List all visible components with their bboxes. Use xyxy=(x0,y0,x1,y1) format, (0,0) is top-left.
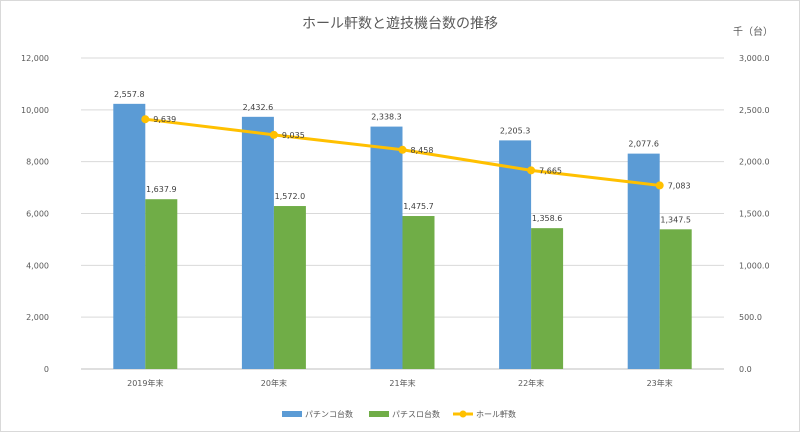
pachinko-data-label: 2,432.6 xyxy=(243,103,274,112)
right-tick-label: 1,000.0 xyxy=(739,261,770,270)
right-tick-label: 2,500.0 xyxy=(739,106,770,115)
hall-count-data-label: 9,639 xyxy=(153,115,176,124)
legend: パチンコ台数 パチスロ台数 ホール軒数 xyxy=(282,409,516,419)
chart-title: ホール軒数と遊技機台数の推移 xyxy=(302,16,498,32)
left-tick-label: 10,000 xyxy=(21,106,49,115)
right-axis: 0.0 500.0 1,000.0 1,500.0 2,000.0 2,500.0 3,00… xyxy=(739,54,770,374)
pachinko-bar xyxy=(113,103,146,369)
legend-label: パチスロ台数 xyxy=(392,409,440,419)
right-tick-label: 500.0 xyxy=(739,313,762,322)
pachinko-bar xyxy=(627,153,660,369)
left-tick-label: 12,000 xyxy=(21,54,49,63)
pachislot-data-label: 1,572.0 xyxy=(275,192,306,201)
pachinko-data-label: 2,077.6 xyxy=(628,140,659,149)
right-tick-label: 3,000.0 xyxy=(739,54,770,63)
hall-count-point xyxy=(141,115,150,124)
pachislot-data-label: 1,358.6 xyxy=(532,214,563,223)
pachislot-bar xyxy=(273,206,306,369)
legend-label: ホール軒数 xyxy=(476,409,516,419)
right-axis-unit: 千（台） xyxy=(733,25,773,38)
x-tick-label: 2019年末 xyxy=(127,378,163,388)
pachislot-bar xyxy=(402,216,435,369)
left-tick-label: 4,000 xyxy=(26,261,49,270)
right-tick-label: 2,000.0 xyxy=(739,158,770,167)
hall-count-data-label: 7,083 xyxy=(668,181,691,190)
pachinko-data-label: 2,557.8 xyxy=(114,90,145,99)
hall-count-point xyxy=(527,166,536,175)
pachinko-bar xyxy=(241,116,274,369)
right-tick-label: 1,500.0 xyxy=(739,210,770,219)
hall-count-data-label: 7,665 xyxy=(539,166,562,175)
bar-series: 2,557.8 2,432.6 2,338.3 2,205.3 2,077.6 1,637… xyxy=(113,90,692,370)
legend-marker xyxy=(459,410,467,418)
hall-count-point xyxy=(655,181,664,190)
left-tick-label: 6,000 xyxy=(26,210,49,219)
pachislot-bar xyxy=(659,229,692,369)
hall-count-point xyxy=(398,145,407,154)
pachislot-data-label: 1,347.5 xyxy=(660,215,691,224)
hall-count-data-label: 8,458 xyxy=(411,146,434,155)
left-tick-label: 2,000 xyxy=(26,313,49,322)
pachinko-data-label: 2,338.3 xyxy=(371,113,402,122)
x-tick-label: 22年末 xyxy=(518,378,544,388)
left-tick-label: 0 xyxy=(44,365,49,374)
pachinko-bar xyxy=(499,140,532,369)
left-tick-label: 8,000 xyxy=(26,158,49,167)
left-axis: 0 2,000 4,000 6,000 8,000 10,000 12,000 xyxy=(21,54,49,374)
pachinko-data-label: 2,205.3 xyxy=(500,126,531,135)
pachislot-data-label: 1,475.7 xyxy=(403,202,434,211)
pachislot-bar xyxy=(531,228,564,369)
pachislot-data-label: 1,637.9 xyxy=(146,185,177,194)
legend-swatch xyxy=(282,411,302,417)
legend-swatch xyxy=(369,411,389,417)
right-tick-label: 0.0 xyxy=(739,365,752,374)
x-tick-label: 20年末 xyxy=(261,378,287,388)
pachinko-bar xyxy=(370,126,403,370)
pachislot-bar xyxy=(145,199,178,369)
x-tick-label: 23年末 xyxy=(647,378,673,388)
legend-label: パチンコ台数 xyxy=(305,409,353,419)
x-axis: 2019年末 20年末 21年末 22年末 23年末 xyxy=(127,378,673,388)
x-tick-label: 21年末 xyxy=(389,378,415,388)
hall-count-data-label: 9,035 xyxy=(282,131,305,140)
hall-count-point xyxy=(269,130,278,139)
line-series: 9,639 9,035 8,458 7,665 7,083 xyxy=(141,115,691,190)
